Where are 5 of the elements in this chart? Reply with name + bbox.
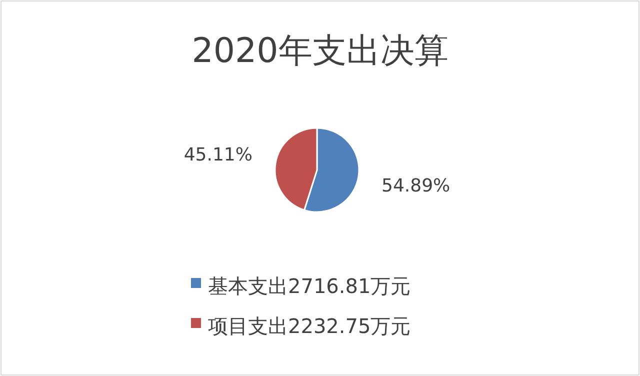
chart-title: 2020年支出决算: [192, 31, 448, 71]
data-label: 54.89%: [382, 175, 450, 196]
legend-label: 项目支出2232.75万元: [208, 314, 411, 338]
legend-label: 基本支出2716.81万元: [208, 274, 411, 298]
data-label: 45.11%: [184, 144, 252, 166]
